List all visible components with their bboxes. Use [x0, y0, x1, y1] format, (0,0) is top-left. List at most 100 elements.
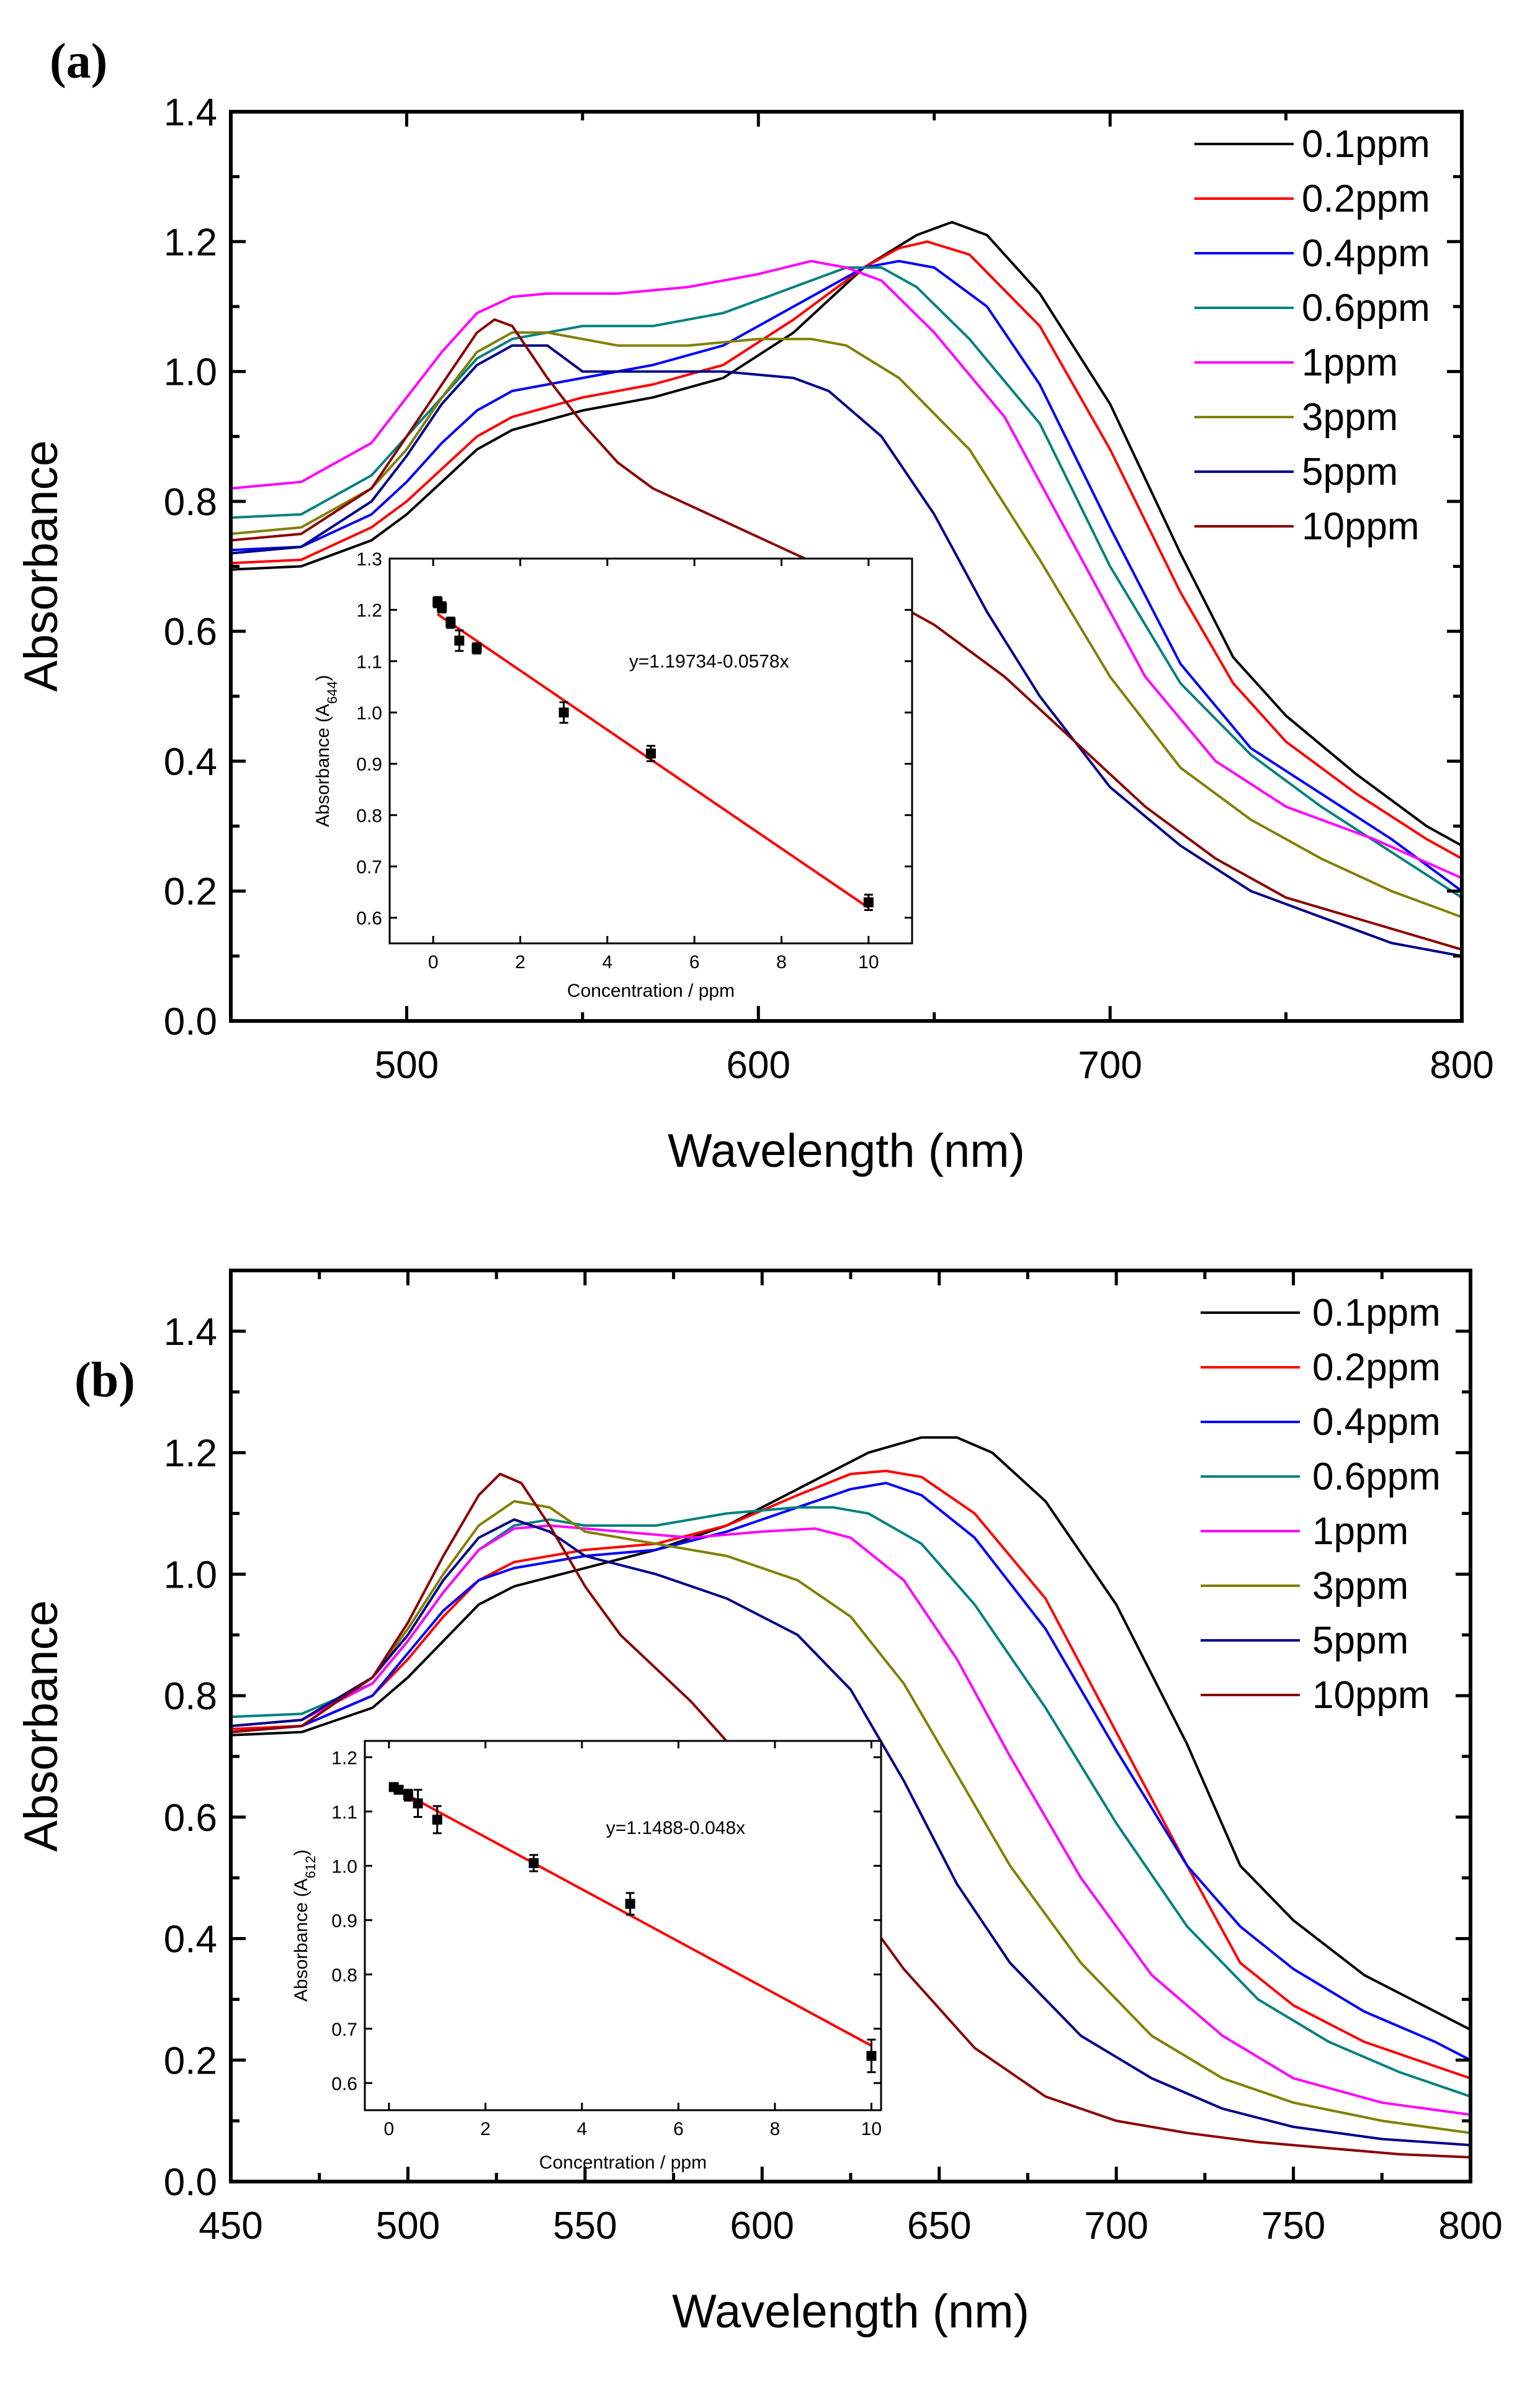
series-line-0.4ppm [231, 259, 1462, 892]
legend-label: 5ppm [1312, 1619, 1408, 1662]
y-tick-label: 0.6 [164, 611, 217, 654]
legend-label: 0.2ppm [1302, 178, 1430, 220]
inset-y-tick-label: 0.9 [356, 755, 382, 775]
y-axis-title: Absorbance [15, 440, 68, 692]
panel-label: (a) [50, 34, 107, 89]
x-tick-label: 750 [1261, 2205, 1325, 2247]
y-tick-label: 0.6 [164, 1797, 217, 1840]
inset-y-tick-label: 1.1 [331, 1802, 357, 1823]
series-line-1ppm [231, 259, 1462, 879]
series-line-0.4ppm [231, 1481, 1471, 2062]
legend-label: 0.1ppm [1302, 123, 1430, 166]
inset-x-tick-label: 2 [480, 2119, 491, 2139]
series-line-3ppm [231, 331, 1462, 919]
inset-y-title-main: Absorbance (A [313, 704, 333, 827]
inset-x-tick-label: 8 [776, 952, 787, 973]
legend-label: 5ppm [1302, 451, 1398, 493]
x-tick-label: 500 [376, 2205, 440, 2247]
series-line-3ppm [231, 1499, 1471, 2134]
series-line-1ppm [231, 1524, 1471, 2116]
inset-data-point [646, 748, 656, 759]
inset-y-axis-title: Absorbance (A644) [313, 675, 340, 827]
inset-equation: y=1.1488-0.048x [606, 1818, 745, 1838]
inset-y-tick-label: 1.2 [331, 1748, 357, 1768]
x-tick-label: 450 [199, 2205, 262, 2247]
y-tick-label: 1.4 [164, 1311, 217, 1354]
x-tick-label: 800 [1430, 1044, 1493, 1087]
inset-y-tick-label: 1.3 [356, 549, 382, 570]
inset-x-axis-title: Concentration / ppm [539, 2152, 707, 2173]
y-tick-label: 0.0 [164, 2161, 217, 2204]
inset-y-tick-label: 0.6 [331, 2074, 357, 2094]
x-tick-label: 700 [1078, 1044, 1142, 1087]
series-line-5ppm [231, 1518, 1471, 2147]
inset-y-tick-label: 1.1 [356, 652, 382, 672]
inset-x-tick-label: 10 [858, 952, 879, 973]
x-tick-label: 650 [907, 2205, 971, 2247]
inset-data-point [472, 643, 482, 654]
inset-data-point [454, 636, 465, 646]
panel-b: 450 500 550 600 650 700 750 800 0.0 0.2 0.4 0.6 0.8 1… [15, 1269, 1503, 2338]
inset-data-point [445, 618, 456, 628]
y-tick-label: 1.4 [164, 91, 217, 134]
panel-label: (b) [74, 1353, 135, 1408]
inset-fit-line [393, 1786, 872, 2047]
inset-y-tick-label: 1.0 [331, 1856, 357, 1877]
inset-data-point [403, 1790, 413, 1800]
legend: 0.1ppm 0.2ppm 0.4ppm 0.6ppm 1ppm 3ppm 5ppm 10pp… [1194, 123, 1430, 548]
inset-equation: y=1.19734-0.0578x [629, 651, 789, 672]
legend-label: 0.2ppm [1312, 1346, 1441, 1389]
inset-y-tick-label: 0.9 [331, 1911, 357, 1931]
inset-y-title-close: ) [291, 1850, 311, 1856]
series-line-0.6ppm [231, 266, 1462, 899]
inset-x-tick-label: 4 [577, 2119, 588, 2139]
y-tick-label: 0.0 [164, 1000, 217, 1043]
y-tick-label: 1.0 [164, 1553, 217, 1596]
inset-data-point [393, 1784, 404, 1795]
y-tick-label: 1.2 [164, 221, 217, 264]
inset-y-tick-label: 1.0 [356, 703, 382, 724]
legend-label: 3ppm [1302, 396, 1398, 439]
x-tick-label: 500 [375, 1044, 439, 1087]
series-group [231, 220, 1462, 958]
series-line-0.2ppm [231, 1470, 1471, 2080]
x-axis-title: Wavelength (nm) [672, 2285, 1029, 2338]
inset-frame [364, 1740, 882, 2111]
inset-chart: 0 2 4 6 8 10 0.6 0.7 0.8 0.9 1.0 1.1 1.2 y=1.1488-0.0… [291, 1740, 882, 2173]
series-line-10ppm [231, 1472, 1471, 2159]
y-tick-label: 0.2 [164, 871, 217, 914]
legend-label: 3ppm [1312, 1565, 1408, 1607]
inset-chart: 0 2 4 6 8 10 0.6 0.7 0.8 0.9 1.0 1.1 1.2 1.3 y=1.19734… [313, 549, 913, 1001]
y-tick-label: 1.0 [164, 351, 217, 394]
y-tick-label: 1.2 [164, 1432, 217, 1475]
y-tick-label: 0.8 [164, 481, 217, 524]
inset-y-title-main: Absorbance (A [291, 1879, 311, 2002]
inset-y-tick-label: 0.7 [356, 857, 382, 878]
inset-x-tick-label: 0 [428, 952, 439, 973]
inset-y-tick-label: 0.8 [331, 1965, 357, 1985]
inset-x-tick-label: 2 [515, 952, 526, 973]
inset-data-point [558, 708, 569, 717]
inset-y-tick-label: 0.7 [331, 2020, 357, 2040]
x-tick-label: 800 [1438, 2205, 1502, 2247]
inset-data-point [413, 1798, 423, 1809]
inset-data-point [529, 1858, 539, 1868]
legend-label: 1ppm [1302, 341, 1398, 384]
inset-y-axis-title: Absorbance (A612) [291, 1850, 318, 2002]
inset-y-title-subscript: 612 [303, 1856, 318, 1879]
x-tick-label: 550 [553, 2205, 617, 2247]
x-tick-label: 700 [1084, 2205, 1148, 2247]
inset-data-point [866, 2051, 877, 2061]
legend-label: 10ppm [1302, 505, 1420, 548]
y-tick-label: 0.4 [164, 1918, 217, 1961]
inset-data-point [437, 602, 447, 613]
legend: 0.1ppm 0.2ppm 0.4ppm 0.6ppm 1ppm 3ppm 5ppm 10pp… [1201, 1292, 1441, 1717]
inset-y-title-close: ) [313, 675, 333, 681]
inset-data-point [432, 1814, 442, 1825]
legend-label: 0.6ppm [1312, 1455, 1441, 1498]
inset-x-tick-label: 8 [770, 2119, 781, 2139]
y-axis-title: Absorbance [15, 1600, 68, 1852]
x-tick-label: 600 [730, 2205, 794, 2247]
inset-y-tick-label: 1.2 [356, 601, 382, 621]
